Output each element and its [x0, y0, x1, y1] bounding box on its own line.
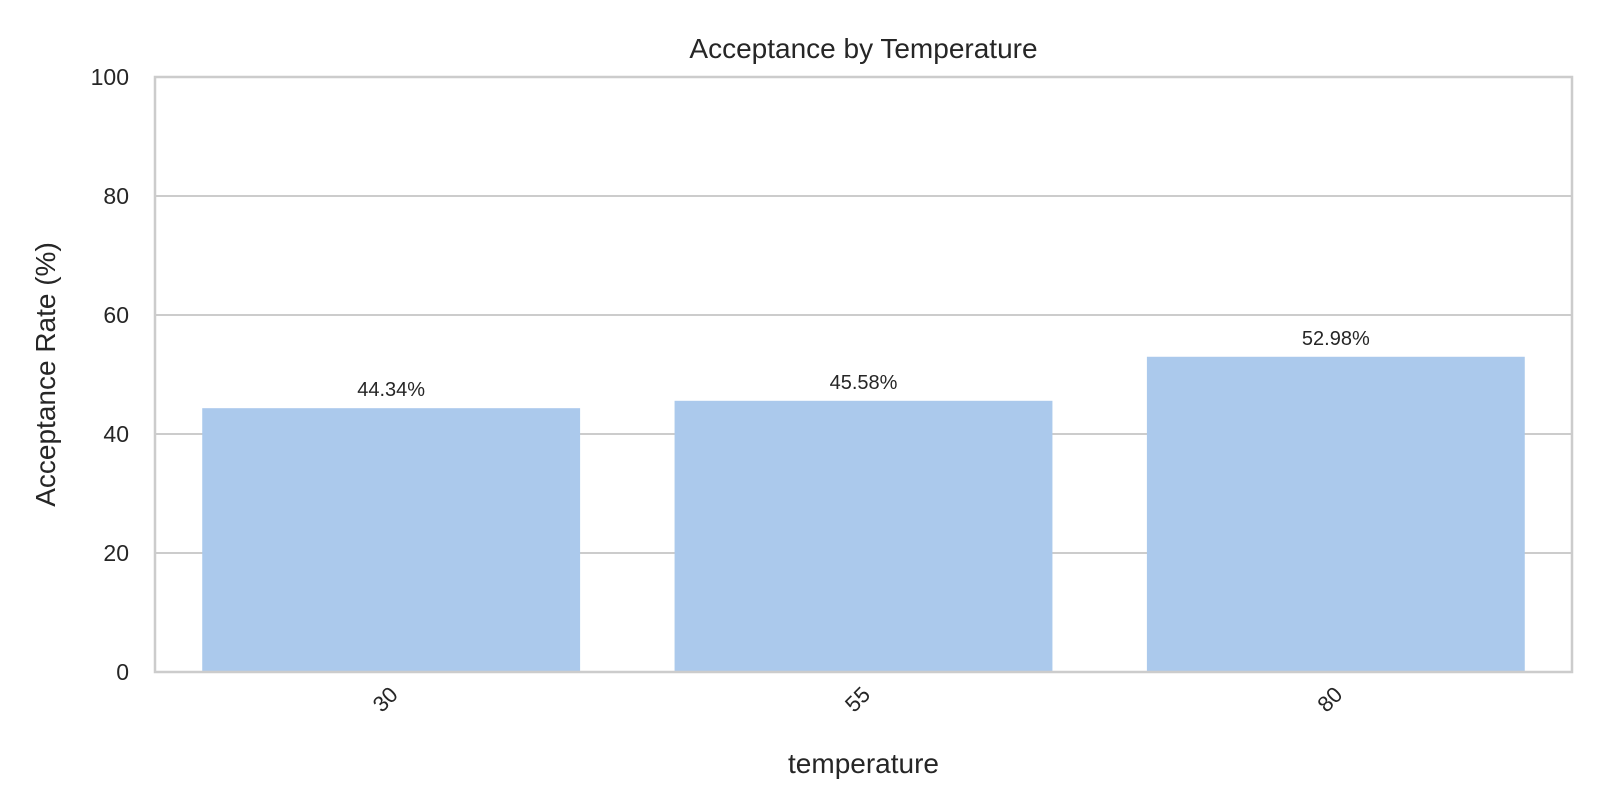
y-tick-label: 40: [103, 421, 129, 447]
chart-title: Acceptance by Temperature: [689, 33, 1037, 64]
plot-frame: [153, 75, 1574, 674]
data-label-30: 44.34%: [357, 379, 425, 401]
bar-55: [674, 400, 1053, 672]
y-tick-label: 20: [103, 540, 129, 566]
y-axis-label: Acceptance Rate (%): [30, 242, 61, 507]
x-axis-label: temperature: [788, 748, 939, 779]
data-label-55: 45.58%: [830, 372, 898, 394]
y-tick-label: 100: [91, 64, 129, 90]
x-axis-ticks: 30 55 80: [368, 682, 1348, 717]
x-tick-label-55: 55: [840, 682, 875, 717]
y-tick-label: 60: [103, 302, 129, 328]
bar-30: [202, 408, 581, 672]
bar-80: [1146, 356, 1525, 672]
bars: [202, 356, 1525, 672]
y-tick-label: 80: [103, 183, 129, 209]
data-labels: 44.34% 45.58% 52.98%: [357, 328, 1370, 401]
x-tick-label-80: 80: [1312, 682, 1347, 717]
y-tick-label: 0: [116, 659, 129, 685]
x-tick-label-30: 30: [368, 682, 403, 717]
y-axis-ticks: 0 20 40 60 80 100: [91, 64, 129, 685]
data-label-80: 52.98%: [1302, 328, 1370, 350]
